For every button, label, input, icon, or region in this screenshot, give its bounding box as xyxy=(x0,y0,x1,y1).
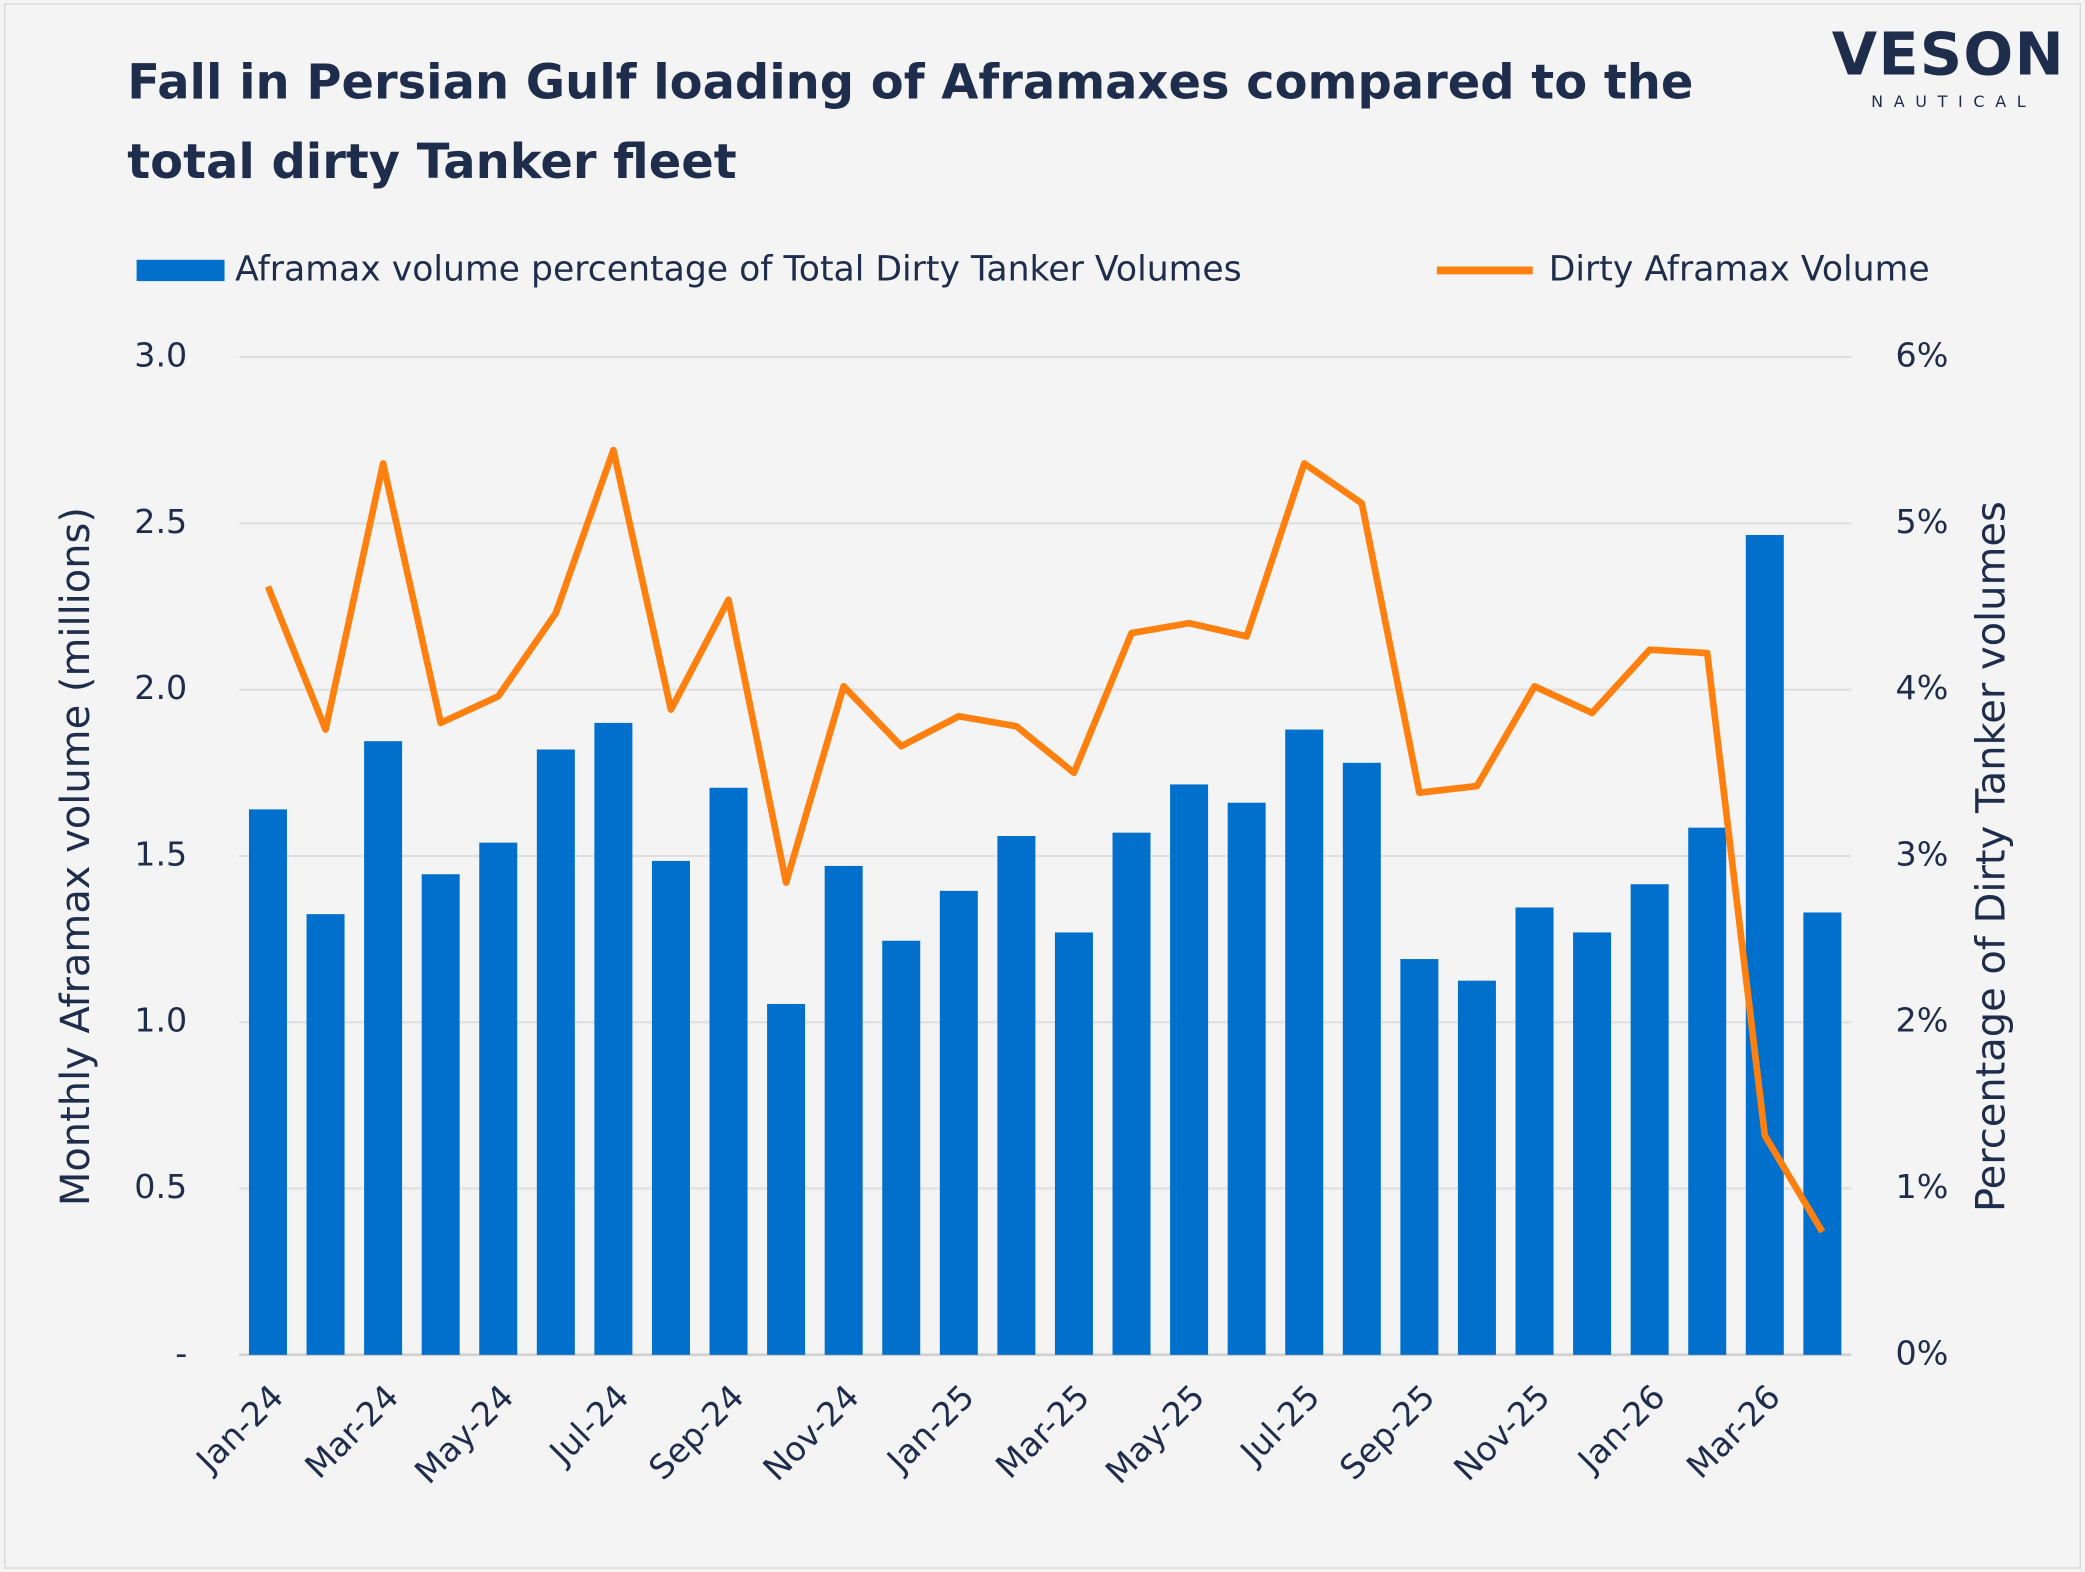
y2-tick-label: 6% xyxy=(1896,336,1949,375)
bar xyxy=(1342,762,1381,1355)
bar xyxy=(306,914,345,1355)
bar xyxy=(1630,884,1669,1355)
bar xyxy=(1285,729,1324,1355)
bar xyxy=(1170,784,1209,1355)
bar xyxy=(882,940,921,1355)
y-tick-label: - xyxy=(175,1333,187,1372)
bar xyxy=(1112,832,1151,1355)
bar xyxy=(824,865,863,1355)
y-tick-label: 1.5 xyxy=(134,834,187,873)
legend-label: Dirty Aframax Volume xyxy=(1549,249,1930,289)
bar xyxy=(248,809,287,1355)
frame xyxy=(4,3,2081,1569)
chart-title: Fall in Persian Gulf loading of Aframaxe… xyxy=(127,54,1693,190)
y-tick-label: 0.5 xyxy=(134,1167,187,1206)
bar xyxy=(1400,959,1439,1355)
y-tick-label: 1.0 xyxy=(134,1001,187,1040)
y2-tick-label: 5% xyxy=(1896,502,1949,541)
y-tick-label: 2.0 xyxy=(134,668,187,707)
logo-subtext: NAUTICAL xyxy=(1871,92,2036,111)
y-axis-title: Monthly Aframax volume (millions) xyxy=(53,507,99,1206)
y2-tick-label: 4% xyxy=(1896,668,1949,707)
y2-axis-title: Percentage of Dirty Tanker volumes xyxy=(1969,501,2015,1212)
bar xyxy=(767,1003,806,1355)
bar xyxy=(364,741,403,1355)
legend-swatch xyxy=(136,259,225,282)
legend-label: Aframax volume percentage of Total Dirty… xyxy=(235,249,1242,289)
y2-tick-label: 2% xyxy=(1896,1001,1949,1040)
line xyxy=(264,446,1826,1234)
bar xyxy=(1227,802,1266,1355)
bar xyxy=(479,842,518,1355)
bar xyxy=(421,874,460,1355)
bar xyxy=(1457,980,1496,1355)
bar xyxy=(536,749,575,1355)
y2-tick-label: 1% xyxy=(1896,1167,1949,1206)
bar xyxy=(1803,912,1842,1355)
bar xyxy=(939,890,978,1355)
bar xyxy=(594,722,633,1355)
bar xyxy=(651,860,690,1355)
bar xyxy=(709,787,748,1355)
y-tick-label: 3.0 xyxy=(134,336,187,375)
bar xyxy=(1573,932,1612,1355)
bar xyxy=(997,835,1036,1355)
bar xyxy=(1054,932,1093,1355)
logo: VESON xyxy=(1832,21,2065,89)
bar xyxy=(1745,534,1784,1355)
y-tick-label: 2.5 xyxy=(134,502,187,541)
y2-tick-label: 0% xyxy=(1896,1333,1949,1372)
bar xyxy=(1515,907,1554,1355)
y2-tick-label: 3% xyxy=(1896,834,1949,873)
bar xyxy=(1688,827,1727,1355)
